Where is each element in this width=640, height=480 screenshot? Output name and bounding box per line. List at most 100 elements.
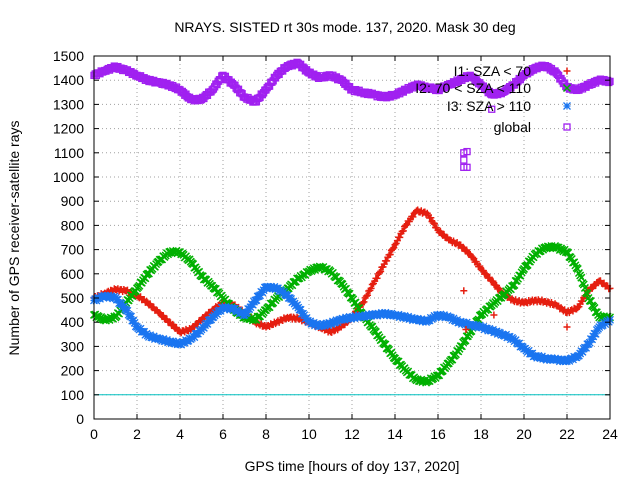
legend-marker	[563, 67, 571, 75]
data-point	[417, 315, 426, 324]
data-point	[389, 245, 397, 253]
y-tick-label: 200	[61, 363, 85, 379]
data-point	[242, 308, 251, 317]
data-point	[185, 255, 194, 264]
data-point	[203, 319, 212, 328]
data-point	[427, 214, 435, 222]
data-point	[492, 327, 501, 336]
x-tick-label: 18	[473, 426, 489, 442]
axis-ticks: 0 2 4 6 8 10 12 14 16 18 20 22 240100200300400500600…	[53, 48, 618, 442]
series-3	[90, 58, 614, 106]
y-tick-label: 800	[61, 217, 85, 233]
data-point	[479, 322, 488, 331]
x-tick-label: 22	[559, 426, 575, 442]
data-point	[605, 78, 613, 87]
x-tick-label: 12	[344, 426, 360, 442]
outlier-point	[563, 323, 571, 331]
legend-marker	[563, 123, 571, 131]
legend-marker	[562, 83, 572, 93]
x-tick-label: 16	[430, 426, 446, 442]
x-tick-label: 6	[219, 426, 227, 442]
outlier-point	[488, 105, 496, 113]
outlier-point	[490, 311, 498, 319]
data-point	[383, 257, 391, 265]
data-point	[373, 274, 381, 282]
data-point	[258, 288, 267, 297]
data-point	[210, 311, 219, 320]
y-tick-label: 0	[76, 411, 84, 427]
data-point	[367, 284, 375, 292]
data-point	[489, 277, 497, 285]
x-tick-label: 4	[176, 426, 184, 442]
x-tick-label: 14	[387, 426, 403, 442]
data-point	[588, 335, 597, 344]
data-point	[190, 333, 199, 342]
data-point	[364, 291, 372, 299]
y-tick-label: 900	[61, 193, 85, 209]
data-point	[430, 220, 438, 228]
y-tick-label: 600	[61, 266, 85, 282]
x-tick-label: 10	[301, 426, 317, 442]
outlier-point	[460, 156, 468, 164]
data-point	[591, 329, 600, 338]
data-point	[362, 292, 370, 300]
y-tick-label: 1000	[53, 169, 84, 185]
x-tick-label: 8	[262, 426, 270, 442]
x-tick-label: 0	[90, 426, 98, 442]
data-point	[199, 323, 208, 332]
data-point	[363, 312, 372, 321]
legend-label: I1: SZA < 70	[454, 63, 532, 79]
x-tick-label: 24	[602, 426, 618, 442]
data-point	[375, 269, 383, 277]
outlier-point	[463, 147, 471, 156]
outlier-point	[462, 325, 470, 333]
data-point	[296, 305, 305, 314]
data-point	[469, 253, 477, 261]
data-point	[399, 227, 407, 235]
y-tick-label: 400	[61, 314, 85, 330]
data-point	[582, 343, 591, 352]
data-point	[340, 315, 349, 324]
data-points	[89, 58, 615, 387]
legend-marker	[563, 102, 571, 110]
data-point	[353, 304, 363, 313]
data-point	[119, 302, 128, 311]
data-point	[327, 320, 336, 328]
y-tick-label: 1200	[53, 121, 84, 137]
data-point	[289, 297, 298, 306]
data-point	[252, 296, 261, 305]
data-point	[580, 283, 589, 292]
legend-label: I3: SZA > 110	[447, 98, 531, 114]
x-axis-label: GPS time [hours of doy 137, 2020]	[245, 458, 460, 474]
data-point	[407, 313, 416, 322]
outlier-points	[460, 105, 571, 333]
legend-label: I2: 70 < SZA < 110	[415, 80, 531, 96]
data-point	[360, 298, 368, 306]
data-point	[482, 270, 490, 278]
data-point	[394, 310, 403, 319]
y-tick-label: 1500	[53, 48, 84, 64]
data-point	[409, 213, 417, 221]
data-point	[396, 233, 404, 241]
chart-title: NRAYS. SISTED rt 30s mode. 137, 2020. Ma…	[174, 19, 515, 35]
grid-lines	[94, 56, 610, 419]
data-point	[391, 241, 399, 249]
data-point	[350, 314, 359, 323]
outlier-point	[460, 287, 468, 295]
data-point	[601, 320, 610, 329]
data-point	[123, 306, 132, 315]
data-point	[402, 221, 410, 229]
outlier-point	[460, 163, 468, 171]
data-point	[505, 332, 514, 341]
data-point	[574, 304, 582, 312]
series-1	[89, 241, 615, 387]
y-tick-label: 100	[61, 387, 85, 403]
data-point	[293, 301, 302, 310]
data-point	[578, 347, 587, 356]
data-point	[585, 338, 594, 347]
data-point	[381, 308, 390, 317]
series-2	[90, 282, 614, 366]
data-point	[386, 251, 394, 259]
